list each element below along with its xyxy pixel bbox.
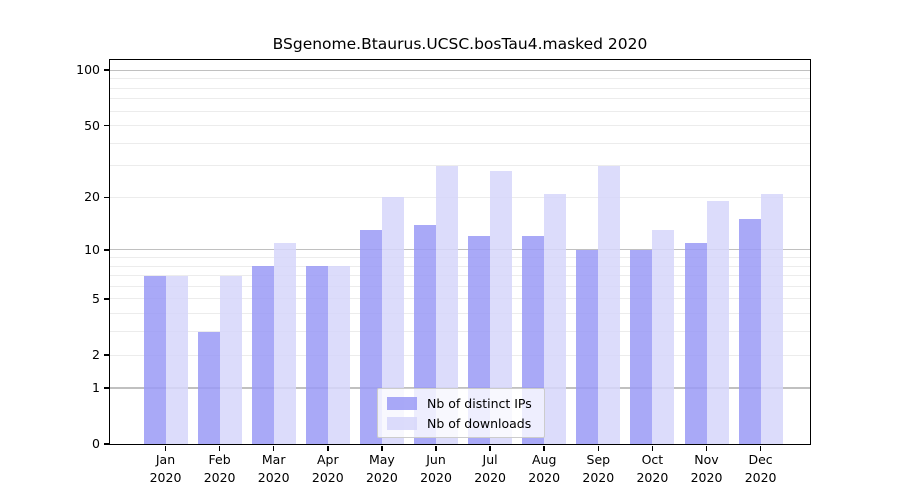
gridline-minor: [110, 256, 810, 258]
plot-area: [110, 60, 810, 444]
y-tick: [104, 249, 110, 251]
bar-downloads: [165, 275, 188, 444]
gridline-minor: [110, 313, 810, 315]
bar-downloads: [273, 242, 296, 444]
x-tick: [164, 445, 167, 451]
gridline-major: [110, 69, 810, 71]
x-tick: [597, 445, 600, 451]
x-tick-label: Mar 2020: [257, 452, 290, 485]
gridline-minor: [110, 285, 810, 287]
x-tick-label: Feb 2020: [203, 452, 236, 485]
bar-downloads: [327, 266, 350, 444]
y-tick: [104, 387, 110, 389]
bar-downloads: [706, 201, 729, 444]
x-tick: [651, 445, 654, 451]
gridline-minor: [110, 275, 810, 277]
y-tick-label: 5: [92, 290, 100, 306]
x-tick-label: Jan 2020: [149, 452, 182, 485]
x-tick-label: Aug 2020: [528, 452, 561, 485]
gridline-major: [110, 249, 810, 251]
bar-distinct-ips: [143, 275, 166, 444]
bar-distinct-ips: [305, 266, 328, 444]
x-tick-label: May 2020: [365, 452, 398, 485]
x-tick-label: Dec 2020: [744, 452, 777, 485]
legend-swatch-distinct-ips-icon: [387, 397, 417, 410]
x-tick: [272, 445, 275, 451]
gridline-minor: [110, 265, 810, 267]
x-tick: [327, 445, 329, 451]
x-tick-label: Nov 2020: [690, 452, 723, 485]
y-tick: [104, 298, 110, 300]
gridline-minor: [110, 87, 810, 89]
y-tick: [104, 354, 110, 356]
y-tick: [104, 69, 110, 71]
bar-downloads: [598, 165, 621, 444]
y-tick: [104, 124, 110, 127]
y-tick-label: 1: [92, 379, 100, 395]
gridline-minor: [110, 110, 810, 112]
x-tick-label: Jun 2020: [420, 452, 452, 485]
x-tick: [435, 445, 437, 451]
bar-distinct-ips: [684, 242, 707, 444]
y-tick-label: 2: [92, 347, 100, 362]
y-tick-label: 20: [84, 189, 100, 205]
gridline-minor: [110, 331, 810, 333]
bar-distinct-ips: [251, 266, 274, 444]
gridline-major: [110, 387, 810, 389]
chart-title: BSgenome.Btaurus.UCSC.bosTau4.masked 202…: [272, 35, 648, 53]
bar-distinct-ips: [576, 249, 599, 444]
gridline-minor: [110, 142, 810, 144]
bar-distinct-ips: [197, 331, 220, 444]
x-tick: [759, 445, 762, 451]
bar-downloads: [490, 171, 513, 444]
bar-downloads: [652, 230, 675, 444]
bar-distinct-ips: [630, 249, 653, 444]
x-tick-label: Oct 2020: [636, 452, 669, 485]
x-tick: [381, 445, 383, 451]
x-tick-label: Sep 2020: [582, 452, 615, 485]
y-tick-label: 0: [92, 436, 100, 451]
bar-downloads: [436, 165, 458, 444]
legend-swatch-downloads-icon: [387, 417, 417, 430]
gridline-minor: [110, 125, 810, 127]
legend: Nb of distinct IPs Nb of downloads: [377, 388, 545, 438]
y-tick: [104, 443, 110, 445]
x-tick: [705, 445, 708, 451]
gridline-minor: [110, 298, 810, 300]
y-tick-label: 10: [84, 241, 100, 257]
bar-downloads: [219, 275, 242, 444]
bar-distinct-ips: [359, 230, 382, 444]
y-tick: [104, 196, 110, 199]
legend-label: Nb of distinct IPs: [427, 396, 532, 411]
bar-distinct-ips: [738, 219, 761, 444]
y-tick-label: 100: [76, 62, 100, 78]
gridline-minor: [110, 98, 810, 100]
legend-label: Nb of downloads: [427, 416, 532, 431]
bar-downloads: [381, 197, 404, 444]
legend-item: Nb of distinct IPs: [387, 394, 535, 413]
y-tick-label: 50: [84, 117, 100, 133]
gridline-minor: [110, 78, 810, 80]
gridline-minor: [110, 165, 810, 167]
x-tick: [218, 445, 221, 451]
bar-downloads: [760, 193, 783, 444]
x-tick: [489, 445, 491, 451]
x-tick-label: Apr 2020: [311, 452, 344, 485]
legend-item: Nb of downloads: [387, 414, 535, 433]
bar-downloads: [544, 193, 567, 444]
gridline-minor: [110, 196, 810, 198]
x-tick: [543, 445, 545, 451]
gridline-minor: [110, 354, 810, 356]
x-tick-label: Jul 2020: [474, 452, 506, 485]
